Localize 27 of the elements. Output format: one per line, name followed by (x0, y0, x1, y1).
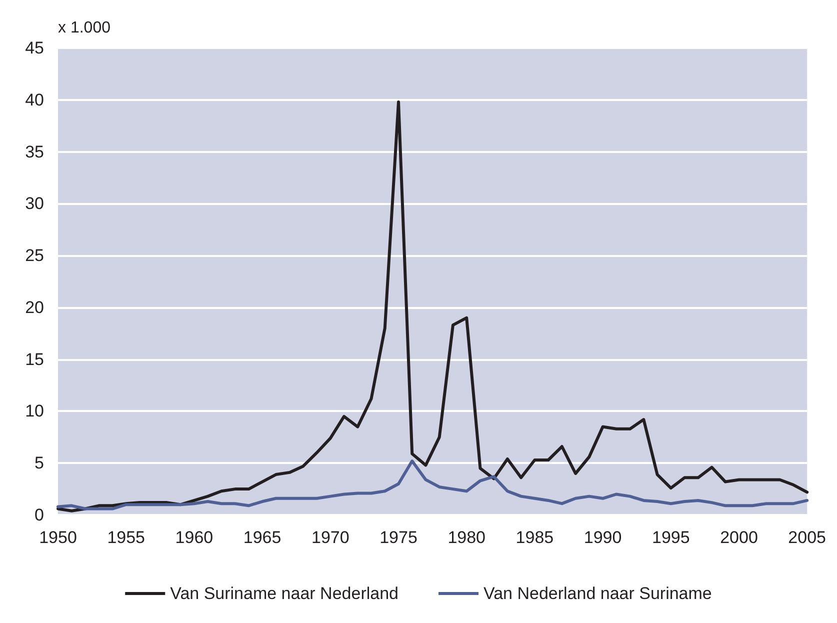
x-tick-label: 1960 (175, 528, 214, 547)
y-tick-label: 35 (25, 142, 44, 162)
x-tick-label: 1990 (584, 528, 622, 547)
legend-label: Van Nederland naar Suriname (484, 584, 712, 603)
y-tick-label: 0 (34, 506, 44, 524)
x-tick-label: 1975 (380, 528, 418, 547)
x-tick-label: 2000 (720, 528, 758, 547)
y-tick-label: 20 (25, 298, 44, 317)
x-tick-label: 1955 (107, 528, 146, 547)
legend-label: Van Suriname naar Nederland (170, 584, 399, 603)
x-tick-label: 1970 (311, 528, 350, 547)
x-tick-label: 1980 (448, 528, 486, 547)
y-axis-title: x 1.000 (58, 20, 111, 36)
y-tick-label: 5 (34, 454, 44, 473)
y-tick-label: 25 (25, 246, 44, 266)
y-tick-label: 40 (25, 90, 44, 110)
y-tick-label: 30 (25, 194, 44, 214)
x-tick-label: 2005 (788, 528, 826, 547)
y-tick-label: 15 (25, 350, 44, 369)
x-tick-label: 1965 (243, 528, 282, 547)
line-series (56, 100, 809, 512)
line-series (56, 460, 809, 510)
y-tick-label: 10 (25, 402, 44, 421)
x-tick-label: 1985 (516, 528, 554, 547)
x-tick-label: 1950 (39, 528, 77, 547)
x-tick-label: 1995 (652, 528, 690, 547)
y-tick-label: 45 (25, 38, 44, 58)
